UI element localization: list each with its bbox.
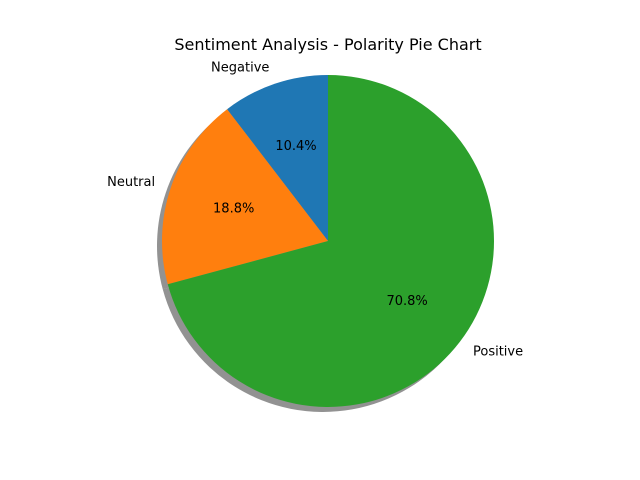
slice-value-label-negative: 10.4% xyxy=(275,139,316,154)
pie-label-layer: Negative 10.4% Neutral 18.8% Positive 70.8% xyxy=(107,61,523,360)
pie-slice-positive xyxy=(167,75,495,407)
slice-label-negative: Negative xyxy=(211,61,269,76)
pie-slice-layer xyxy=(162,75,495,407)
slice-value-label-neutral: 18.8% xyxy=(213,202,254,217)
slice-label-neutral: Neutral xyxy=(107,175,155,190)
chart-title: Sentiment Analysis - Polarity Pie Chart xyxy=(174,35,481,54)
pie-slice-negative xyxy=(227,75,328,241)
pie-slice-neutral xyxy=(162,109,328,285)
slice-label-positive: Positive xyxy=(473,345,523,360)
slice-value-label-positive: 70.8% xyxy=(386,294,427,309)
